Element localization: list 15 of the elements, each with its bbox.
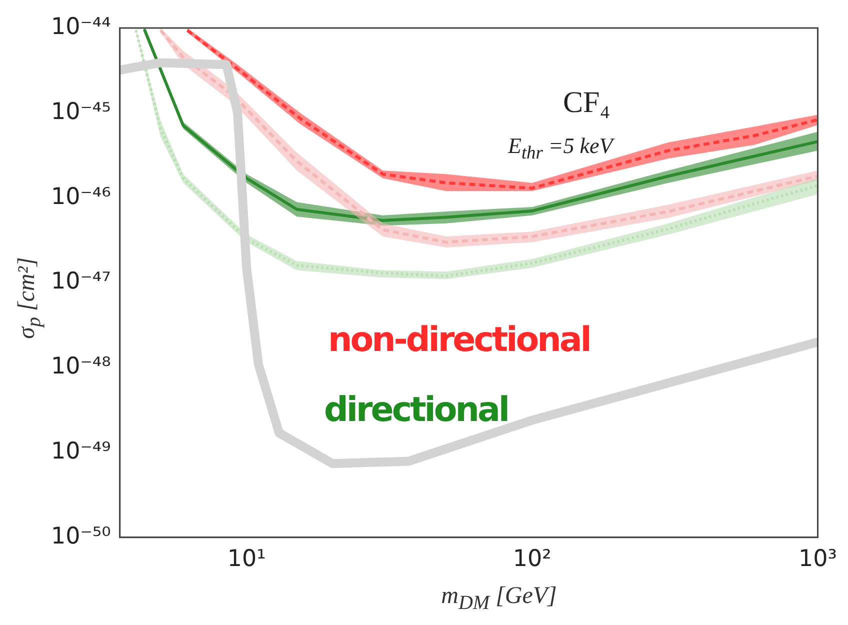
- annotation: E$_{thr}$ =5 keV: [508, 133, 613, 164]
- x-axis-title: m$_{DM}$ [GeV]: [440, 583, 558, 615]
- y-tick-label: 10⁻⁴⁵: [50, 98, 111, 125]
- annotation: non-directional: [328, 320, 590, 360]
- y-tick-label: 10⁻⁴⁷: [50, 268, 111, 295]
- annotation: CF₄: [563, 86, 610, 120]
- y-tick-label: 10⁻⁴⁸: [50, 354, 111, 380]
- annotation: directional: [324, 390, 508, 430]
- x-tick-label: 10¹: [227, 546, 266, 572]
- y-tick-label: 10⁻⁵⁰: [50, 523, 111, 550]
- y-tick-label: 10⁻⁴⁴: [50, 14, 111, 40]
- x-tick-label: 10³: [798, 546, 838, 572]
- x-tick-label: 10²: [512, 546, 552, 572]
- y-tick-label: 10⁻⁴⁹: [50, 438, 111, 464]
- y-tick-label: 10⁻⁴⁶: [50, 184, 111, 210]
